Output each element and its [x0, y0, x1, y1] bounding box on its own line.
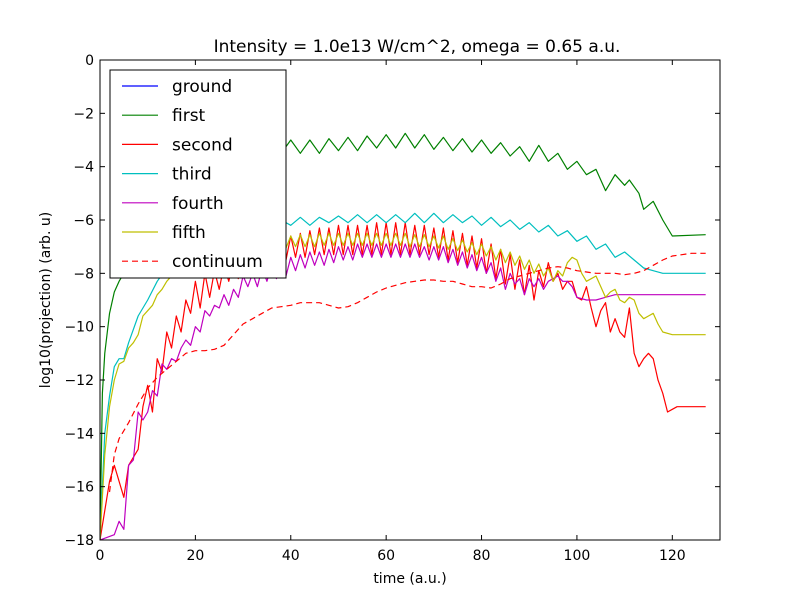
plot-frame — [99, 59, 721, 541]
legend-label-first: first — [172, 106, 206, 126]
legend-label-second: second — [172, 135, 233, 155]
series-line-fourth — [100, 243, 706, 540]
y-tick-label: −4 — [73, 160, 94, 176]
legend: ground first second third fourth fifth continu… — [109, 69, 287, 279]
x-tick-label: 60 — [377, 548, 395, 564]
x-tick-label: 80 — [473, 548, 491, 564]
legend-label-ground: ground — [172, 77, 232, 97]
y-tick-label: 0 — [85, 53, 94, 69]
x-tick-label: 120 — [659, 548, 686, 564]
y-tick-label: −16 — [64, 480, 94, 496]
y-tick-label: −14 — [64, 426, 94, 442]
x-tick-label: 40 — [282, 548, 300, 564]
tick-layer: 0 20 40 60 80 100 120 0 −2 −4 −6 −8 −10 −12 −14 −16 −18 — [64, 53, 720, 564]
series-line-continuum — [108, 252, 706, 493]
y-tick-label: −8 — [73, 266, 94, 282]
x-tick-label: 0 — [96, 548, 105, 564]
y-tick-label: −12 — [64, 373, 94, 389]
chart-title: Intensity = 1.0e13 W/cm^2, omega = 0.65 … — [214, 37, 621, 57]
x-tick-label: 20 — [186, 548, 204, 564]
legend-label-fifth: fifth — [172, 223, 206, 243]
y-tick-label: −18 — [64, 533, 94, 549]
y-tick-label: −2 — [73, 106, 94, 122]
y-tick-label: −10 — [64, 320, 94, 336]
x-axis-label: time (a.u.) — [373, 571, 446, 587]
legend-label-third: third — [172, 165, 212, 185]
legend-label-continuum: continuum — [172, 252, 263, 272]
y-axis-label: log10(projection) (arb. u) — [38, 212, 54, 388]
y-tick-label: −6 — [73, 213, 94, 229]
x-tick-label: 100 — [564, 548, 591, 564]
legend-label-fourth: fourth — [172, 194, 224, 214]
